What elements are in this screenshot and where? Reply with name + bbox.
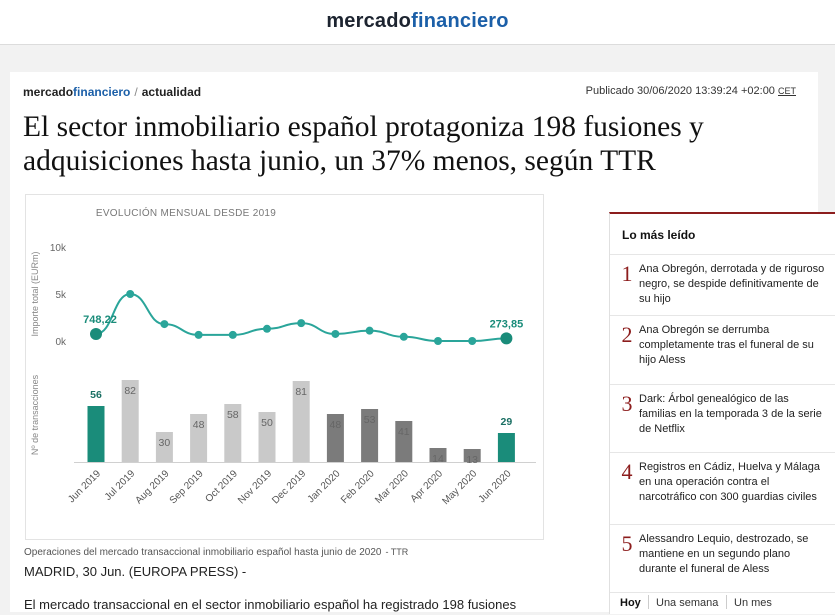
bar-value-label: 50 [261,417,273,429]
most-read-item[interactable]: 2 Ana Obregón se derrumba completamente … [610,315,835,384]
bar-value-label: 81 [295,386,307,398]
line-point [194,330,203,339]
most-read-item[interactable]: 3 Dark: Árbol genealógico de las familia… [610,384,835,453]
data-label: 748,22 [83,314,117,326]
bar [497,433,515,462]
bar-value-label: 53 [364,414,376,426]
x-tick-label: Dec 2019 [270,468,308,506]
bar [292,381,310,462]
most-read-link[interactable]: Ana Obregón, derrotada y de riguroso neg… [639,263,825,305]
data-label: 273,85 [490,318,524,330]
x-tick-label: Aug 2019 [133,468,171,506]
line-point [297,319,306,328]
rank-number: 4 [621,459,633,484]
bar-value-label: 48 [330,419,342,431]
bar-value-label: 13 [466,454,478,466]
y-tick-label: 10k [50,243,67,254]
rank-number: 3 [621,391,633,416]
article-body: El mercado transaccional en el sector in… [24,597,517,612]
breadcrumb-site[interactable]: mercadofinanciero [23,85,131,99]
bar [361,409,379,462]
line-point [500,332,513,345]
chart-title: EVOLUCIÓN MENSUAL DESDE 2019 [96,206,276,219]
bar-value-label: 30 [159,437,171,449]
tab-un-mes[interactable]: Un mes [734,597,772,609]
tab-hoy[interactable]: Hoy [620,597,641,609]
headline: El sector inmobiliario español protagoni… [23,111,704,177]
x-tick-label: Jun 2019 [66,468,103,505]
bar [395,421,413,462]
line-point [90,327,102,340]
line-point [434,337,442,345]
bar [326,414,344,462]
bar [190,414,208,462]
y-axis-label: Nº de transacciones [30,374,40,455]
bar-value-label: 41 [398,426,410,438]
bar [121,380,139,462]
bar-value-label: 82 [124,385,136,397]
x-tick-label: Sep 2019 [168,468,206,506]
bar [463,449,481,462]
bar-value-label: 58 [227,409,239,421]
x-tick-label: May 2020 [440,468,479,507]
published-date: Publicado 30/06/2020 13:39:24 +02:00 CET [585,85,796,97]
line-point [365,326,374,335]
x-tick-label: Nov 2019 [236,468,274,506]
most-read-link[interactable]: Registros en Cádiz, Huelva y Málaga en u… [639,461,820,503]
x-tick-label: Jan 2020 [306,468,343,505]
bar [429,448,447,462]
timezone-abbr: CET [778,86,796,96]
most-read-item[interactable]: 1 Ana Obregón, derrotada y de riguroso n… [610,254,835,323]
breadcrumb: mercadofinanciero / actualidad [23,85,202,99]
x-tick-label: Feb 2020 [339,468,377,506]
x-tick-label: Jul 2019 [103,468,138,503]
most-read-link[interactable]: Alessandro Lequio, destrozado, se mantie… [639,533,809,575]
tab-divider [726,595,727,609]
article: mercadofinanciero / actualidad Publicado 3… [10,72,818,612]
bar-value-label: 14 [432,453,444,465]
most-read-link[interactable]: Ana Obregón se derrumba completamente tr… [639,324,814,366]
line-point [263,324,271,333]
y-tick-label: 5k [55,290,67,301]
image-caption: Operaciones del mercado transaccional in… [24,547,409,558]
x-tick-label: Jun 2020 [477,468,514,505]
site-header: mercadofinanciero [0,0,835,45]
bar-value-label: 29 [501,416,513,428]
period-tabs: Hoy Una semana Un mes [610,592,835,615]
rank-number: 1 [621,261,633,286]
line-point [126,290,135,298]
rank-number: 2 [621,322,633,347]
x-tick-label: Mar 2020 [373,468,411,506]
most-read-item[interactable]: 4 Registros en Cádiz, Huelva y Málaga en… [610,452,835,521]
y-tick-label: 0k [55,337,67,348]
most-read-panel: Lo más leído 1 Ana Obregón, derrotada y … [609,212,835,614]
bar-value-label: 48 [193,419,205,431]
most-read-title: Lo más leído [622,228,696,242]
bar-value-label: 56 [90,389,102,401]
x-tick-label: Oct 2019 [203,468,240,505]
bar [258,412,276,462]
line-point [468,337,477,345]
rank-number: 5 [621,531,633,556]
breadcrumb-section[interactable]: actualidad [141,85,202,99]
most-read-item[interactable]: 5 Alessandro Lequio, destrozado, se mant… [610,524,835,593]
bar [224,404,242,462]
chart-image: EVOLUCIÓN MENSUAL DESDE 2019 10k 5k 0k Impor… [25,194,544,540]
bar [155,432,173,462]
tab-una-semana[interactable]: Una semana [656,597,719,609]
line-point [160,320,169,329]
line-point [331,329,340,338]
most-read-link[interactable]: Dark: Árbol genealógico de las familias … [639,393,822,435]
chart-svg: EVOLUCIÓN MENSUAL DESDE 2019 10k 5k 0k Impor… [30,206,536,507]
site-logo[interactable]: mercadofinanciero [326,10,509,32]
dateline: MADRID, 30 Jun. (EUROPA PRESS) - [24,564,247,579]
y-axis-label: Importe total (EURm) [30,251,40,336]
tab-divider [648,595,649,609]
line-point [228,330,237,339]
series-line [95,292,507,342]
line-point [399,332,408,341]
bar [87,406,105,462]
